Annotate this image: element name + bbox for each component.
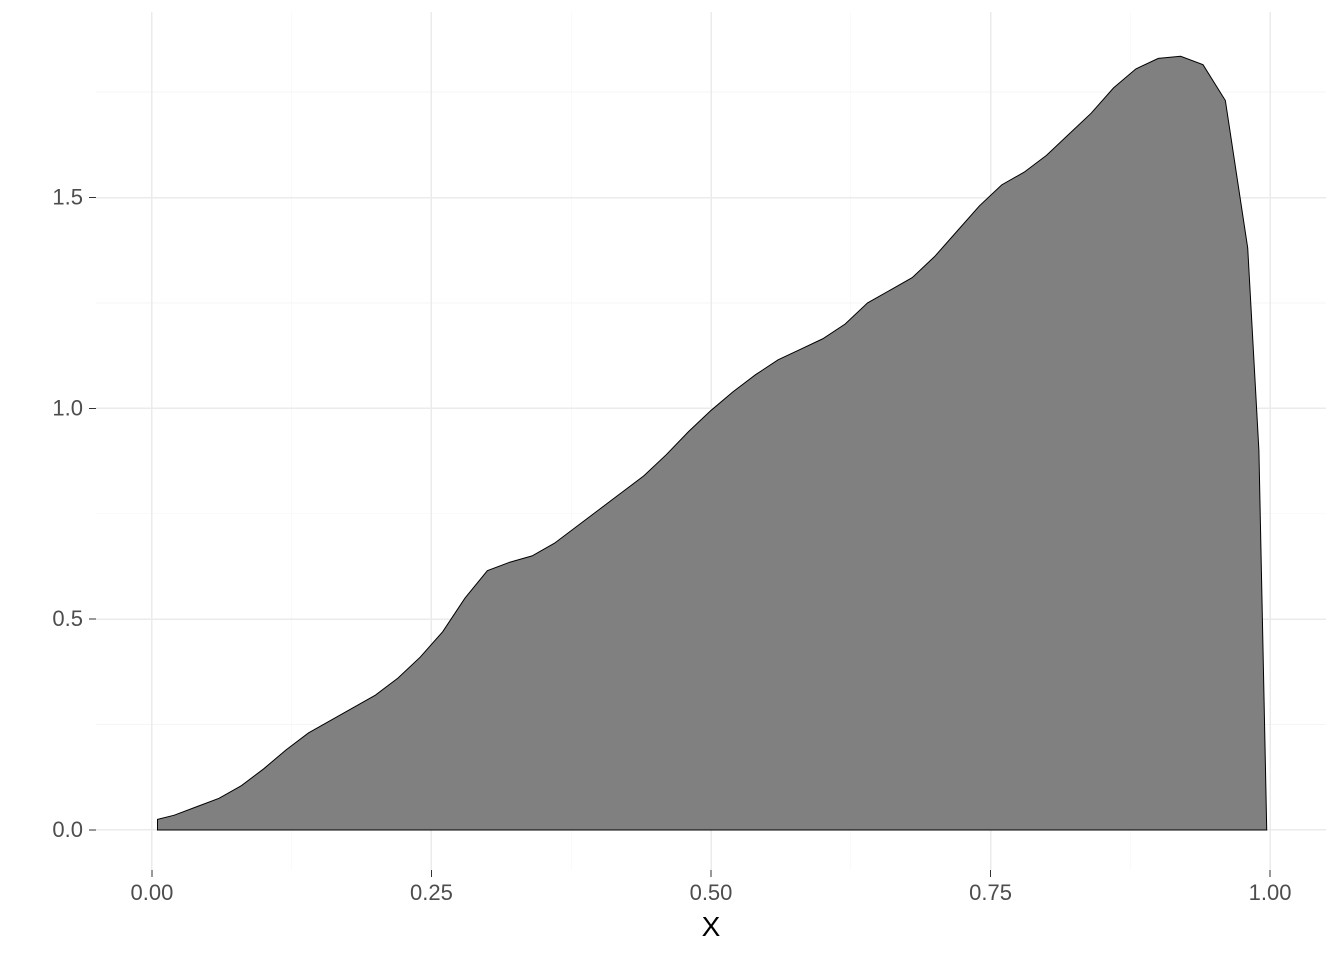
y-tick-label: 0.0 [52,817,83,842]
x-tick-label: 0.00 [130,880,173,905]
y-tick-label: 1.0 [52,395,83,420]
x-tick-label: 0.50 [690,880,733,905]
chart-svg: 0.00 0.25 0.50 0.75 1.00 0.0 0.5 1.0 1.5 X [0,0,1344,960]
x-axis-title: X [702,911,721,942]
y-tick-label: 0.5 [52,606,83,631]
y-tick-label: 1.5 [52,185,83,210]
density-chart: 0.00 0.25 0.50 0.75 1.00 0.0 0.5 1.0 1.5 X [0,0,1344,960]
x-tick-label: 0.25 [410,880,453,905]
x-tick-label: 1.00 [1249,880,1292,905]
x-tick-label: 0.75 [969,880,1012,905]
